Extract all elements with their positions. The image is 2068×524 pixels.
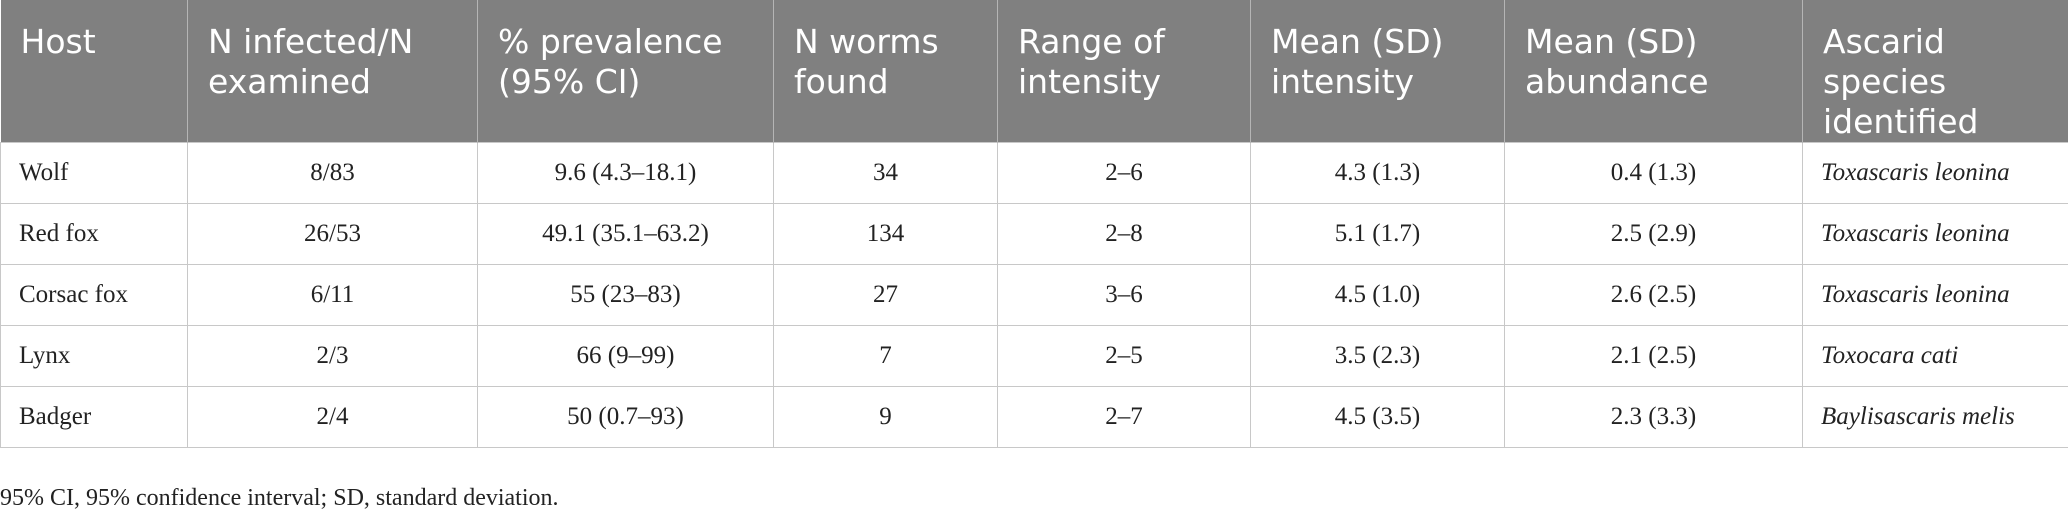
table-cell: Lynx (0, 325, 188, 387)
table-cell: Baylisascaris melis (1802, 386, 2068, 448)
header-cell: N worms found (773, 0, 998, 143)
table-cell: Toxascaris leonina (1802, 264, 2068, 326)
table-cell: 0.4 (1.3) (1504, 142, 1803, 204)
table-cell: 2/3 (187, 325, 478, 387)
table-cell: 66 (9–99) (477, 325, 774, 387)
table-cell: 134 (773, 203, 998, 265)
table-cell: Toxascaris leonina (1802, 142, 2068, 204)
table-row: Wolf 8/83 9.6 (4.3–18.1) 34 2–6 4.3 (1.3) 0.4 … (0, 142, 2068, 204)
header-cell: Host (0, 0, 188, 143)
table-cell: 2.1 (2.5) (1504, 325, 1803, 387)
table-cell: 49.1 (35.1–63.2) (477, 203, 774, 265)
table-cell: Corsac fox (0, 264, 188, 326)
table-cell: 27 (773, 264, 998, 326)
table-cell: Red fox (0, 203, 188, 265)
table-cell: 8/83 (187, 142, 478, 204)
table-cell: Toxascaris leonina (1802, 203, 2068, 265)
table-cell: 3.5 (2.3) (1250, 325, 1505, 387)
table-cell: 2–5 (997, 325, 1251, 387)
table-cell: 6/11 (187, 264, 478, 326)
table-cell: 9.6 (4.3–18.1) (477, 142, 774, 204)
table-cell: Wolf (0, 142, 188, 204)
table-cell: 26/53 (187, 203, 478, 265)
header-cell: Range of intensity (997, 0, 1251, 143)
table-row: Corsac fox 6/11 55 (23–83) 27 3–6 4.5 (1.0) 2.… (0, 264, 2068, 326)
table-cell: 2–6 (997, 142, 1251, 204)
table-cell: 4.5 (3.5) (1250, 386, 1505, 448)
table-body: Wolf 8/83 9.6 (4.3–18.1) 34 2–6 4.3 (1.3) 0.4 … (0, 142, 2068, 448)
header-row: Host N infected/N examined% prevalence (9… (0, 0, 2068, 143)
table-row: Red fox 26/53 49.1 (35.1–63.2) 134 2–8 5.1 (1… (0, 203, 2068, 265)
table-cell: 2–7 (997, 386, 1251, 448)
table-cell: 55 (23–83) (477, 264, 774, 326)
table-cell: 50 (0.7–93) (477, 386, 774, 448)
table-cell: Badger (0, 386, 188, 448)
table-cell: 3–6 (997, 264, 1251, 326)
header-cell: Ascarid species identified (1802, 0, 2068, 143)
table-cell: 4.5 (1.0) (1250, 264, 1505, 326)
header-cell: Mean (SD) abundance (1504, 0, 1803, 143)
table-cell: 7 (773, 325, 998, 387)
table-cell: 2–8 (997, 203, 1251, 265)
table-cell: 2/4 (187, 386, 478, 448)
table-cell: 5.1 (1.7) (1250, 203, 1505, 265)
table-cell: 2.5 (2.9) (1504, 203, 1803, 265)
table-cell: 2.3 (3.3) (1504, 386, 1803, 448)
data-table: Host N infected/N examined% prevalence (9… (0, 0, 2068, 448)
table-cell: 4.3 (1.3) (1250, 142, 1505, 204)
header-cell: N infected/N examined (187, 0, 478, 143)
table-cell: 2.6 (2.5) (1504, 264, 1803, 326)
table-row: Badger 2/4 50 (0.7–93) 9 2–7 4.5 (3.5) 2.3 (3.… (0, 386, 2068, 448)
header-cell: % prevalence (95% CI) (477, 0, 774, 143)
table-row: Lynx 2/3 66 (9–99) 7 2–5 3.5 (2.3) 2.1 (2.5) To… (0, 325, 2068, 387)
table-cell: 34 (773, 142, 998, 204)
header-cell: Mean (SD) intensity (1250, 0, 1505, 143)
table-cell: Toxocara cati (1802, 325, 2068, 387)
footnote: 95% CI, 95% confidence interval; SD, sta… (0, 485, 559, 511)
table-cell: 9 (773, 386, 998, 448)
